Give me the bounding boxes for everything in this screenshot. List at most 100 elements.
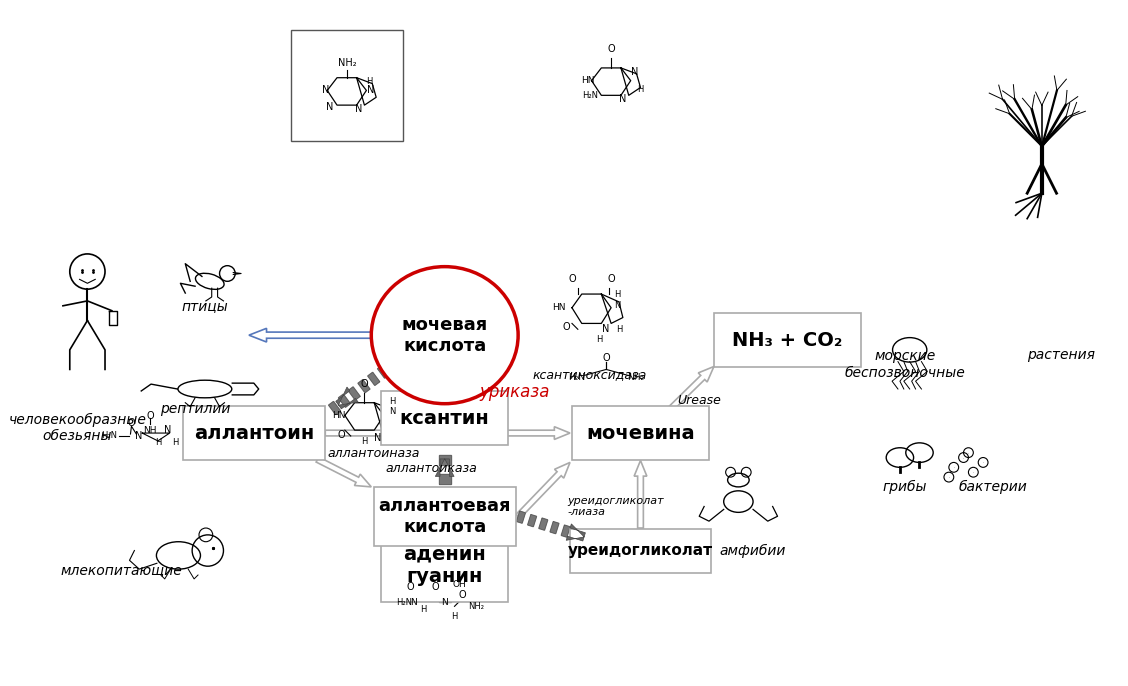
Text: человекообразные
обезьяны: человекообразные обезьяны xyxy=(9,413,147,443)
Text: .: . xyxy=(972,470,973,474)
Text: NH₂: NH₂ xyxy=(337,58,356,68)
Text: NH: NH xyxy=(143,425,157,435)
Text: N: N xyxy=(441,598,448,607)
Text: аллантоиказа: аллантоиказа xyxy=(386,462,478,475)
Text: O: O xyxy=(607,44,615,54)
Text: O: O xyxy=(607,274,615,284)
Text: NH₂: NH₂ xyxy=(468,602,484,611)
Polygon shape xyxy=(439,534,450,543)
FancyArrow shape xyxy=(325,427,570,440)
Text: H
N: H N xyxy=(389,397,395,416)
Polygon shape xyxy=(439,514,450,523)
Text: N: N xyxy=(409,598,416,607)
Text: аллантоевая
кислота: аллантоевая кислота xyxy=(379,497,511,536)
Text: O: O xyxy=(431,582,439,592)
Text: O: O xyxy=(562,322,570,332)
FancyArrow shape xyxy=(316,457,371,487)
Polygon shape xyxy=(349,387,360,400)
FancyArrow shape xyxy=(666,366,714,414)
Polygon shape xyxy=(397,351,409,364)
Text: HN: HN xyxy=(333,411,346,420)
Text: H₂N: H₂N xyxy=(582,91,598,100)
Text: NH₂: NH₂ xyxy=(627,372,644,382)
FancyArrow shape xyxy=(435,459,455,477)
Polygon shape xyxy=(439,573,450,582)
FancyArrow shape xyxy=(634,460,646,528)
Text: уреидогликолат
-лиаза: уреидогликолат -лиаза xyxy=(567,496,663,517)
Text: H: H xyxy=(597,335,602,344)
Polygon shape xyxy=(378,365,389,378)
Text: H: H xyxy=(173,438,178,447)
Text: O: O xyxy=(337,430,345,440)
Text: O: O xyxy=(361,379,368,389)
Text: H: H xyxy=(451,612,458,621)
Text: H: H xyxy=(616,324,623,334)
FancyBboxPatch shape xyxy=(381,528,509,602)
Text: O: O xyxy=(569,274,575,284)
Text: H₂N: H₂N xyxy=(100,431,117,440)
Text: мочевая
кислота: мочевая кислота xyxy=(402,316,487,355)
FancyBboxPatch shape xyxy=(714,313,861,367)
Text: ксантиноксидаза: ксантиноксидаза xyxy=(532,368,647,381)
Text: H: H xyxy=(420,605,426,614)
Polygon shape xyxy=(550,521,558,534)
FancyArrow shape xyxy=(336,387,359,409)
Text: .: . xyxy=(953,465,954,469)
FancyBboxPatch shape xyxy=(572,406,710,460)
Text: уреидогликолат: уреидогликолат xyxy=(567,543,713,558)
Polygon shape xyxy=(439,455,450,464)
Text: H
N: H N xyxy=(614,290,620,309)
Ellipse shape xyxy=(371,267,518,403)
FancyArrow shape xyxy=(517,462,570,518)
Text: рептилии: рептилии xyxy=(160,401,230,416)
Text: H: H xyxy=(155,438,161,447)
Polygon shape xyxy=(338,394,351,407)
Polygon shape xyxy=(387,358,399,371)
Text: N: N xyxy=(326,102,333,112)
Polygon shape xyxy=(439,593,450,602)
Text: N: N xyxy=(355,104,362,114)
Text: H: H xyxy=(637,85,644,94)
Text: Urease: Urease xyxy=(678,394,722,407)
Text: H: H xyxy=(367,77,372,86)
FancyBboxPatch shape xyxy=(183,406,325,460)
Text: амфибии: амфибии xyxy=(720,543,786,558)
Polygon shape xyxy=(439,474,450,484)
Polygon shape xyxy=(407,343,418,356)
FancyArrow shape xyxy=(566,524,585,541)
Text: NH₃ + CO₂: NH₃ + CO₂ xyxy=(732,331,843,350)
Text: .: . xyxy=(949,475,950,479)
Text: O: O xyxy=(147,412,153,421)
Text: O: O xyxy=(406,582,414,592)
Text: ксантин: ксантин xyxy=(399,409,490,428)
Polygon shape xyxy=(439,553,450,563)
Polygon shape xyxy=(528,514,537,527)
Text: O: O xyxy=(127,418,135,428)
Text: аллантоин: аллантоин xyxy=(194,423,314,442)
Text: O: O xyxy=(602,353,610,363)
Polygon shape xyxy=(328,401,341,414)
Polygon shape xyxy=(539,518,548,530)
Polygon shape xyxy=(368,372,380,386)
Text: аденин
гуанин: аденин гуанин xyxy=(404,545,486,586)
Text: OH: OH xyxy=(452,580,466,589)
Text: птицы: птицы xyxy=(182,299,228,313)
Text: N: N xyxy=(321,86,329,95)
FancyBboxPatch shape xyxy=(291,29,403,141)
Text: .: . xyxy=(968,451,969,455)
Text: HN: HN xyxy=(553,303,566,312)
Polygon shape xyxy=(358,379,370,392)
Text: N: N xyxy=(374,433,381,443)
Text: .: . xyxy=(963,456,964,460)
Text: N: N xyxy=(619,94,626,104)
Text: мочевина: мочевина xyxy=(587,423,695,442)
FancyBboxPatch shape xyxy=(381,392,509,445)
Text: HN: HN xyxy=(581,76,594,85)
Text: бактерии: бактерии xyxy=(959,480,1028,494)
Polygon shape xyxy=(562,525,570,537)
Text: растения: растения xyxy=(1028,348,1095,362)
Polygon shape xyxy=(517,511,526,523)
Text: H₂N: H₂N xyxy=(569,372,585,382)
FancyBboxPatch shape xyxy=(373,487,515,545)
Text: O: O xyxy=(458,589,466,600)
